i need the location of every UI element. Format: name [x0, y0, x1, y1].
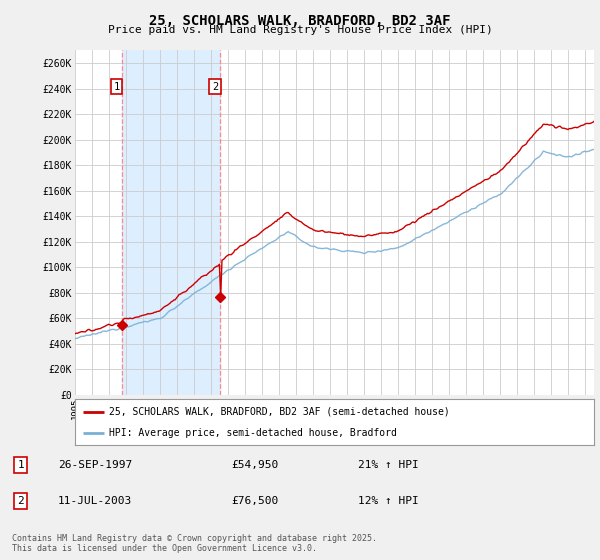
Text: 2: 2 — [212, 82, 218, 92]
Text: 26-SEP-1997: 26-SEP-1997 — [58, 460, 133, 470]
Text: 25, SCHOLARS WALK, BRADFORD, BD2 3AF: 25, SCHOLARS WALK, BRADFORD, BD2 3AF — [149, 14, 451, 28]
Bar — [122, 50, 220, 395]
Text: 1: 1 — [17, 460, 24, 470]
Text: 2: 2 — [17, 496, 24, 506]
Text: £76,500: £76,500 — [231, 496, 278, 506]
Text: 11-JUL-2003: 11-JUL-2003 — [58, 496, 133, 506]
Text: 25, SCHOLARS WALK, BRADFORD, BD2 3AF (semi-detached house): 25, SCHOLARS WALK, BRADFORD, BD2 3AF (se… — [109, 407, 449, 417]
Text: 12% ↑ HPI: 12% ↑ HPI — [358, 496, 418, 506]
Text: Contains HM Land Registry data © Crown copyright and database right 2025.
This d: Contains HM Land Registry data © Crown c… — [12, 534, 377, 553]
Text: HPI: Average price, semi-detached house, Bradford: HPI: Average price, semi-detached house,… — [109, 428, 397, 438]
Text: £54,950: £54,950 — [231, 460, 278, 470]
Text: Price paid vs. HM Land Registry's House Price Index (HPI): Price paid vs. HM Land Registry's House … — [107, 25, 493, 35]
Text: 21% ↑ HPI: 21% ↑ HPI — [358, 460, 418, 470]
Text: 1: 1 — [113, 82, 119, 92]
